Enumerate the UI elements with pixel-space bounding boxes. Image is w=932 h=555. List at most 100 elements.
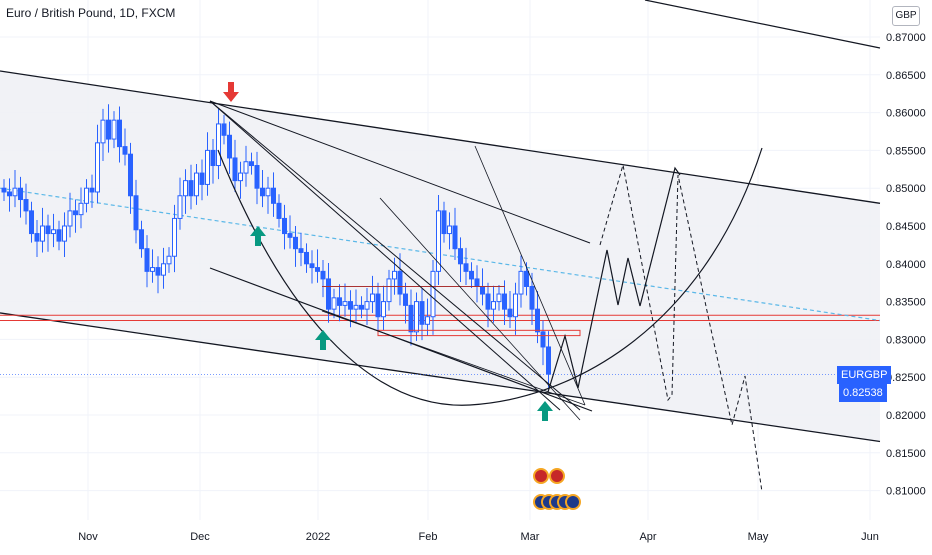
candle-body [430, 270, 436, 318]
candle-body [51, 229, 56, 235]
candle-body [392, 270, 397, 280]
x-tick-label: Nov [78, 531, 98, 543]
candle-body [111, 119, 117, 140]
y-tick-label: 0.83500 [886, 297, 926, 309]
candle-body [227, 134, 232, 159]
candle-body [293, 236, 298, 250]
x-tick-label: Jun [861, 531, 879, 543]
candle-body [7, 191, 12, 197]
sell-arrow-icon [223, 82, 239, 102]
forecast-path-dashed [599, 164, 763, 493]
candle-body [62, 225, 67, 242]
candle-body [183, 180, 188, 197]
candle-body [23, 199, 29, 212]
fan-line [209, 100, 591, 244]
candle-body [161, 263, 166, 276]
eu-flag-icon [565, 494, 581, 510]
candle-body [370, 293, 375, 303]
candle-body [436, 210, 441, 272]
candle-body [133, 195, 139, 231]
candle-body [315, 267, 320, 272]
x-tick-label: 2022 [306, 531, 330, 543]
candle-body [1, 187, 7, 193]
candle-body [249, 161, 254, 167]
candle-body [29, 210, 34, 235]
candle-body [221, 123, 227, 136]
y-tick-label: 0.85000 [886, 183, 926, 195]
y-tick-label: 0.81500 [886, 448, 926, 460]
candle-body [540, 331, 546, 348]
y-tick-label: 0.87000 [886, 32, 926, 44]
last-price-tag: EURGBP0.82538 [837, 366, 932, 402]
candle-body [331, 297, 337, 310]
y-tick-label: 0.84000 [886, 259, 926, 271]
candle-body [419, 301, 425, 325]
candle-body [271, 187, 276, 204]
x-tick-label: Apr [639, 531, 656, 543]
candle-body [276, 202, 282, 219]
candle-body [348, 301, 353, 310]
interval-label: 1D [119, 6, 135, 20]
candle-body [122, 146, 128, 155]
candle-body [425, 316, 430, 325]
currency-button[interactable]: GBP [892, 6, 920, 26]
candle-body [45, 225, 51, 235]
x-tick-label: Dec [190, 531, 210, 543]
y-tick-label: 0.83000 [886, 334, 926, 346]
candle-body [447, 225, 452, 235]
fan-line [209, 100, 581, 411]
candle-body [172, 217, 177, 257]
candle-body [507, 308, 513, 318]
candle-body [529, 285, 535, 310]
candle-body [287, 233, 293, 238]
outer-trend-line [644, 0, 881, 49]
candle-body [403, 293, 408, 306]
chart-title: Euro / British Pound, 1D, FXCM [6, 6, 176, 20]
candle-body [106, 119, 111, 140]
buy-arrow-icon [250, 226, 266, 246]
candle-body [84, 187, 89, 204]
steep-fan-line-2 [474, 145, 586, 406]
candle-body [480, 285, 485, 295]
candle-body [408, 304, 414, 333]
x-tick-label: Mar [521, 531, 540, 543]
candle-body [210, 149, 216, 167]
candle-body [474, 278, 480, 287]
candle-body [260, 187, 265, 197]
support-fan-line [321, 310, 586, 406]
candle-body [95, 142, 100, 193]
candle-body [304, 251, 309, 265]
candle-body [128, 153, 133, 197]
candle-body [320, 270, 326, 280]
candle-body [12, 187, 18, 197]
y-tick-label: 0.84500 [886, 221, 926, 233]
uk-flag-icon [549, 468, 565, 484]
candle-body [166, 255, 172, 265]
y-tick-label: 0.82500 [886, 372, 926, 384]
candle-body [67, 210, 73, 227]
candle-body [485, 293, 491, 310]
candle-body [375, 293, 381, 318]
candle-body [326, 278, 331, 310]
candle-body [337, 297, 342, 306]
candle-body [73, 210, 78, 216]
candle-body [232, 157, 238, 182]
candle-body [282, 217, 287, 235]
buy-arrow-icon [315, 330, 331, 350]
rounding-bottom-arc [217, 147, 763, 406]
candle-body [513, 293, 518, 318]
candle-body [155, 267, 161, 276]
candle-body [469, 270, 474, 280]
x-tick-label: Feb [419, 531, 438, 543]
channel-lower-line [0, 312, 881, 443]
candle-body [100, 119, 106, 144]
candle-body [177, 195, 183, 219]
candle-body [265, 187, 271, 197]
candle-body [309, 263, 315, 269]
candle-body [188, 180, 194, 197]
candle-body [414, 301, 419, 333]
last-price-symbol: EURGBP [837, 366, 892, 384]
projection-path [547, 166, 681, 393]
